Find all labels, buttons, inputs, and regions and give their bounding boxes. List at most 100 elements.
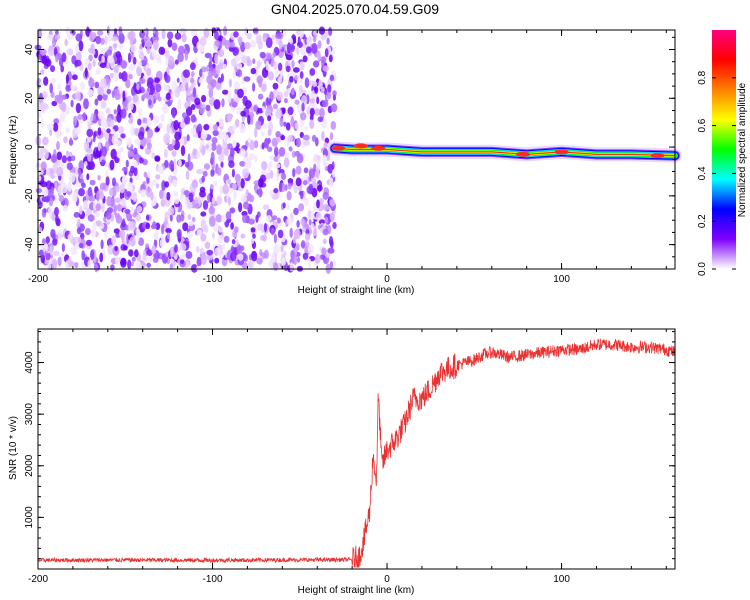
noise-speckle	[224, 147, 229, 157]
noise-speckle	[164, 159, 169, 168]
noise-speckle	[111, 177, 117, 187]
noise-speckle	[64, 38, 68, 47]
noise-speckle	[250, 238, 254, 244]
noise-speckle	[160, 199, 166, 207]
noise-speckle	[281, 172, 287, 180]
noise-speckle	[329, 177, 334, 188]
noise-speckle	[114, 92, 121, 101]
noise-speckle	[44, 149, 49, 159]
noise-speckle	[202, 200, 209, 210]
noise-speckle	[206, 75, 213, 85]
noise-speckle	[310, 210, 314, 221]
snr-x-label: Height of straight line (km)	[298, 585, 415, 596]
noise-speckle	[213, 180, 218, 187]
noise-speckle	[39, 243, 45, 249]
noise-speckle	[55, 53, 59, 63]
noise-speckle	[111, 128, 115, 135]
noise-speckle	[46, 34, 54, 41]
noise-speckle	[169, 213, 173, 222]
noise-speckle	[166, 232, 171, 240]
noise-speckle	[202, 170, 208, 177]
noise-speckle	[267, 129, 272, 136]
noise-speckle	[180, 145, 186, 157]
noise-speckle	[200, 219, 207, 230]
noise-speckle	[299, 71, 304, 79]
noise-speckle	[252, 28, 258, 34]
noise-speckle	[120, 108, 127, 119]
noise-speckle	[106, 128, 111, 134]
noise-speckle	[317, 50, 321, 61]
noise-speckle	[81, 182, 86, 189]
noise-speckle	[314, 254, 321, 264]
noise-speckle	[300, 240, 306, 249]
noise-speckle	[309, 119, 315, 129]
noise-speckle	[276, 136, 281, 143]
noise-speckle	[138, 237, 145, 246]
noise-speckle	[100, 47, 107, 54]
noise-speckle	[38, 111, 42, 119]
noise-speckle	[93, 112, 97, 124]
noise-speckle	[71, 155, 76, 162]
noise-speckle	[43, 76, 49, 86]
noise-speckle	[317, 116, 324, 123]
noise-speckle	[190, 62, 196, 71]
noise-speckle	[130, 165, 135, 174]
noise-speckle	[109, 159, 115, 171]
noise-speckle	[244, 27, 249, 36]
noise-speckle	[74, 262, 79, 269]
noise-speckle	[94, 98, 99, 106]
noise-speckle	[207, 193, 211, 204]
noise-speckle	[157, 164, 164, 173]
noise-speckle	[36, 175, 42, 182]
noise-speckle	[53, 193, 58, 203]
noise-speckle	[208, 216, 216, 227]
noise-speckle	[322, 228, 329, 236]
noise-speckle	[199, 190, 206, 198]
noise-speckle	[160, 113, 165, 123]
noise-speckle	[55, 214, 59, 225]
noise-speckle	[97, 30, 104, 36]
noise-speckle	[183, 43, 191, 55]
noise-speckle	[101, 201, 105, 213]
noise-speckle	[212, 232, 215, 239]
noise-speckle	[305, 233, 311, 241]
noise-speckle	[261, 83, 267, 93]
noise-speckle	[211, 137, 218, 144]
noise-speckle	[231, 168, 235, 178]
noise-speckle	[187, 231, 193, 239]
noise-speckle	[196, 246, 200, 253]
noise-speckle	[68, 172, 76, 183]
spectrogram-x-label: Height of straight line (km)	[298, 285, 415, 296]
y-tick-label: 40	[24, 44, 35, 56]
noise-speckle	[190, 114, 196, 123]
noise-speckle	[304, 125, 308, 131]
noise-speckle	[214, 40, 221, 47]
noise-speckle	[187, 214, 192, 220]
noise-speckle	[85, 209, 90, 217]
noise-speckle	[108, 135, 112, 147]
noise-speckle	[199, 106, 205, 115]
noise-speckle	[269, 189, 275, 197]
noise-speckle	[330, 103, 338, 113]
noise-speckle	[284, 184, 288, 191]
noise-speckle	[227, 178, 232, 185]
noise-speckle	[302, 252, 309, 260]
noise-speckle	[129, 221, 136, 232]
noise-speckle	[114, 246, 118, 252]
noise-speckle	[239, 160, 246, 167]
noise-speckle	[273, 188, 279, 194]
noise-speckle	[327, 247, 335, 254]
noise-speckle	[250, 105, 255, 113]
noise-speckle	[97, 86, 104, 97]
noise-speckle	[187, 153, 191, 164]
noise-speckle	[308, 219, 312, 226]
noise-speckle	[211, 79, 217, 87]
noise-speckle	[110, 148, 117, 160]
noise-speckle	[181, 112, 187, 119]
signal-track-band	[334, 147, 676, 157]
noise-speckle	[94, 81, 100, 89]
noise-speckle	[65, 74, 69, 84]
noise-speckle	[174, 244, 178, 253]
noise-speckle	[159, 189, 164, 200]
noise-speckle	[258, 78, 263, 88]
